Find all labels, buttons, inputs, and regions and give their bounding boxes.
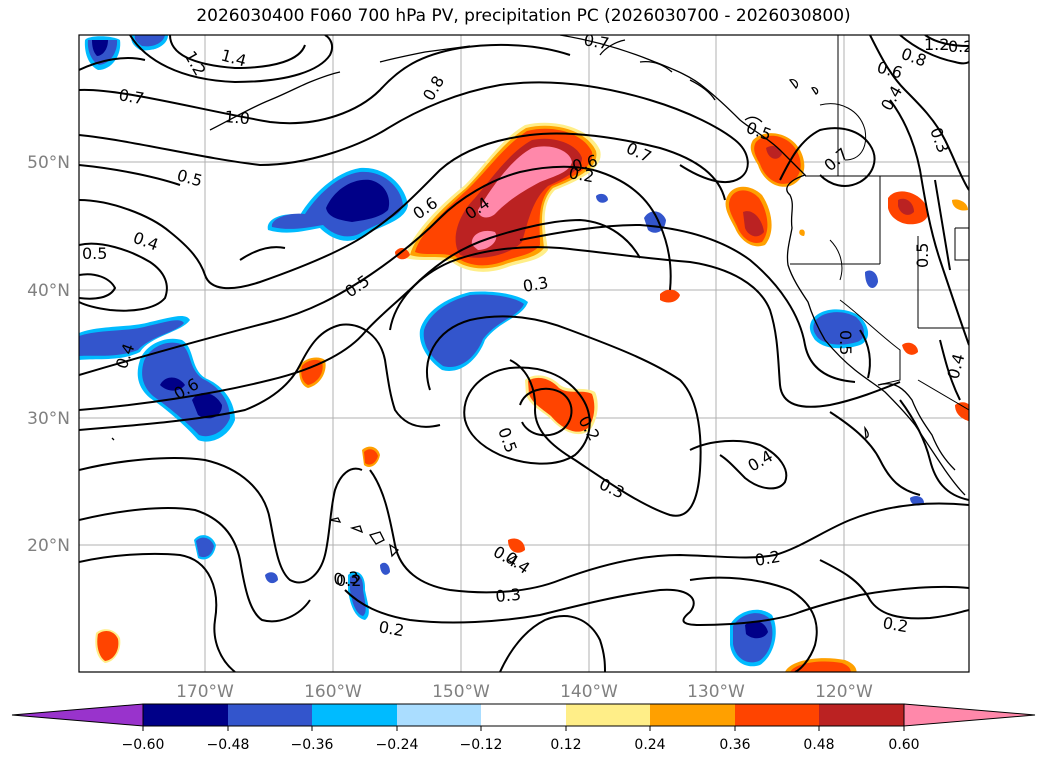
pv-contours-thin (819, 103, 867, 281)
colorbar-bin (735, 704, 819, 726)
colorbar-tick: −0.24 (376, 737, 419, 753)
colorbar-bin (481, 704, 566, 726)
latitude-labels: 50°N 40°N 30°N 20°N (27, 153, 70, 556)
contour-label: 0.3 (495, 585, 522, 606)
colorbar-tick: 0.36 (719, 737, 750, 753)
colorbar: −0.60 −0.48 −0.36 −0.24 −0.12 0.12 0.24 … (11, 703, 1036, 753)
contour-label: 0.7 (117, 85, 145, 108)
contour-label: 0.2 (948, 37, 973, 56)
map-frame (78, 34, 970, 673)
lon-label-120w: 120°W (815, 682, 873, 702)
colorbar-tick: 0.60 (888, 737, 919, 753)
contour-label: 0.2 (336, 571, 361, 590)
lat-label-40n: 40°N (27, 281, 70, 301)
lon-label-160w: 160°W (304, 682, 362, 702)
contour-label: 0.5 (82, 244, 107, 263)
lat-label-20n: 20°N (27, 536, 70, 556)
colorbar-tick: 0.12 (550, 737, 581, 753)
lon-label-170w: 170°W (176, 682, 234, 702)
colorbar-tick: −0.12 (460, 737, 503, 753)
contour-label: 0.7 (582, 30, 610, 53)
lon-label-130w: 130°W (687, 682, 745, 702)
pv-contours (79, 35, 969, 672)
colorbar-bin (143, 704, 228, 726)
precip-negative-anomalies (79, 35, 924, 667)
contour-label: 0.5 (913, 243, 932, 268)
contour-label: 0.2 (881, 613, 909, 636)
colorbar-bin (228, 704, 312, 726)
contour-label: 0.2 (567, 163, 595, 186)
contour-label: 0.2 (753, 547, 781, 570)
colorbar-over-extend (903, 703, 1036, 727)
colorbar-under-extend (11, 703, 144, 727)
precip-positive-anomalies (95, 122, 969, 672)
colorbar-tick: −0.60 (122, 737, 165, 753)
contour-label: 0.3 (333, 568, 360, 589)
colorbar-bin (819, 704, 904, 726)
contour-label: 0.2 (377, 617, 405, 640)
longitude-labels: 170°W 160°W 150°W 140°W 130°W 120°W (176, 682, 873, 702)
lon-label-140w: 140°W (560, 682, 618, 702)
contour-label: 0.5 (836, 330, 855, 355)
colorbar-tick: 0.48 (803, 737, 834, 753)
political-borders (790, 35, 969, 411)
lat-label-30n: 30°N (27, 409, 70, 429)
colorbar-bin (312, 704, 397, 726)
lon-label-150w: 150°W (432, 682, 490, 702)
colorbar-bin (650, 704, 735, 726)
map-title: 2026030400 F060 700 hPa PV, precipitatio… (196, 6, 851, 26)
colorbar-tick: −0.36 (291, 737, 334, 753)
colorbar-tick: 0.24 (634, 737, 665, 753)
colorbar-bin (397, 704, 481, 726)
colorbar-bin (566, 704, 650, 726)
contour-label: 0.3 (521, 273, 549, 296)
contour-label: 1.0 (224, 107, 251, 128)
colorbar-tick: −0.48 (207, 737, 250, 753)
contour-label: 1.2 (924, 35, 949, 54)
lat-label-50n: 50°N (27, 153, 70, 173)
